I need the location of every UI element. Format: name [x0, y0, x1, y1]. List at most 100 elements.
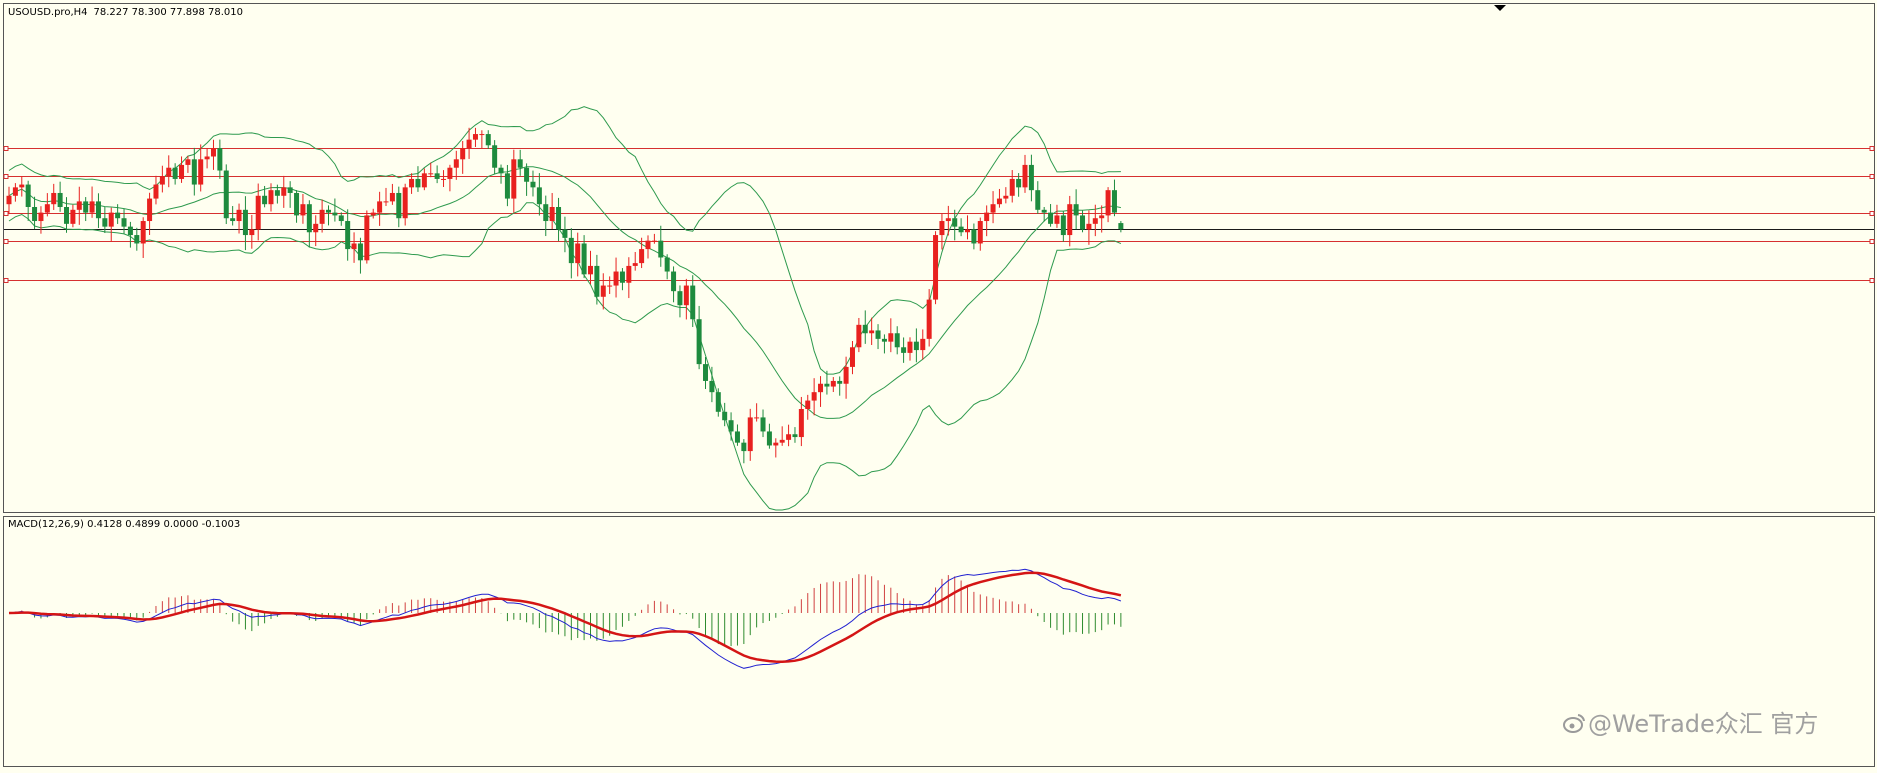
candle	[485, 130, 491, 149]
candle	[415, 166, 421, 192]
candle	[849, 340, 855, 375]
candle	[83, 197, 89, 222]
candle	[492, 140, 498, 175]
macd-panel-frame	[3, 516, 1875, 767]
candle	[843, 356, 849, 399]
level-handle-left[interactable]	[3, 239, 9, 244]
candle	[754, 403, 760, 422]
candle	[64, 197, 70, 233]
candle	[370, 208, 376, 219]
candle	[268, 183, 274, 212]
candle	[95, 193, 101, 228]
candle	[779, 426, 785, 446]
candle	[230, 206, 236, 226]
candle	[191, 147, 197, 196]
candle	[25, 180, 31, 221]
candle	[1003, 187, 1009, 204]
candle	[453, 150, 459, 180]
candle	[185, 155, 191, 173]
candle	[198, 144, 204, 192]
candle	[619, 268, 625, 291]
candle	[262, 185, 268, 208]
candle	[722, 402, 728, 427]
candle	[1086, 210, 1092, 245]
candle	[364, 210, 370, 264]
candle	[958, 218, 964, 237]
candle	[760, 409, 766, 438]
candle	[639, 237, 645, 269]
candle	[1118, 221, 1124, 233]
candle	[319, 199, 325, 233]
candle	[933, 231, 939, 305]
candle	[345, 209, 351, 261]
candle	[741, 439, 747, 464]
candle	[977, 217, 983, 251]
candle	[971, 223, 977, 250]
candle	[115, 204, 121, 224]
level-handle-left[interactable]	[3, 278, 9, 283]
candle	[1035, 181, 1041, 214]
candle	[875, 324, 881, 350]
level-handle-left[interactable]	[3, 174, 9, 179]
chart-shift-marker-icon[interactable]	[1494, 5, 1506, 11]
candle	[607, 276, 613, 294]
candle	[377, 191, 383, 226]
candle	[856, 317, 862, 353]
candle	[524, 163, 530, 196]
candle	[1016, 173, 1022, 197]
candle	[1028, 154, 1034, 202]
candle	[242, 196, 248, 251]
candle	[51, 183, 57, 210]
candle	[274, 184, 280, 204]
candle	[1105, 187, 1111, 223]
candle	[562, 216, 568, 253]
candle	[543, 195, 549, 237]
candle	[1067, 195, 1073, 247]
candle	[818, 376, 824, 407]
candle	[965, 215, 970, 240]
candle	[984, 205, 990, 237]
candle	[204, 148, 210, 169]
level-handle-right[interactable]	[1869, 211, 1875, 216]
candle	[313, 215, 319, 247]
candle	[76, 186, 82, 225]
main-panel-frame	[3, 3, 1875, 513]
watermark-text: @WeTrade众汇 官方	[1588, 710, 1818, 738]
level-handle-right[interactable]	[1869, 146, 1875, 151]
candle	[38, 206, 44, 234]
candle	[32, 196, 38, 230]
candle	[102, 206, 108, 233]
candle	[1060, 211, 1066, 242]
candle	[696, 305, 702, 370]
candle	[127, 221, 133, 248]
candle	[504, 164, 510, 207]
level-handle-left[interactable]	[3, 211, 9, 216]
candle	[396, 186, 402, 228]
candle	[249, 214, 255, 249]
level-handle-right[interactable]	[1869, 278, 1875, 283]
candle	[811, 378, 817, 416]
candle	[990, 191, 996, 224]
candle	[306, 200, 312, 248]
candle	[428, 162, 434, 178]
candle	[479, 130, 485, 148]
candle	[281, 175, 287, 208]
candle	[677, 285, 683, 318]
candle	[409, 173, 415, 194]
candle	[683, 278, 689, 320]
candle	[121, 208, 127, 234]
candle	[671, 266, 677, 303]
candle	[357, 237, 363, 274]
candle	[837, 376, 843, 396]
level-handle-right[interactable]	[1869, 174, 1875, 179]
candle	[460, 141, 466, 174]
bollinger-middle-band	[8, 166, 1121, 419]
level-handle-left[interactable]	[3, 146, 9, 151]
signal-line	[8, 571, 1122, 663]
level-handle-right[interactable]	[1869, 239, 1875, 244]
candle	[690, 275, 696, 328]
candle	[830, 377, 836, 393]
